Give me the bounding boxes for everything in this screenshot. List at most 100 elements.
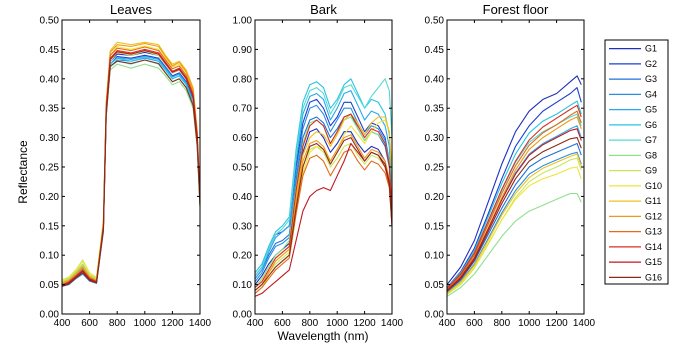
- y-tick-label: 0.15: [40, 221, 60, 232]
- series-line-G14: [254, 113, 393, 288]
- y-tick-label: 0.05: [40, 280, 60, 291]
- series-line-G4: [61, 57, 201, 287]
- y-tick-label: 0.00: [425, 310, 445, 321]
- series-line-G15: [446, 128, 582, 291]
- y-tick-label: 0.60: [233, 133, 253, 144]
- series-lines: [446, 75, 582, 297]
- chart-panel-3: 0.00 0.05 0.10 0.15 0.20 0.25 0.30 0.35 0.40 0.45…: [425, 2, 596, 329]
- y-tick-label: 0.45: [40, 45, 60, 56]
- series-line-G11: [446, 153, 582, 294]
- series-line-G9: [446, 157, 582, 296]
- y-tick-label: 0.15: [425, 221, 445, 232]
- legend-label-G14: G14: [645, 242, 662, 252]
- series-line-G16: [254, 137, 393, 291]
- y-tick-label: 0.70: [233, 104, 253, 115]
- series-line-G11: [61, 41, 201, 284]
- legend-label-G8: G8: [645, 150, 657, 160]
- series-line-G8: [61, 63, 201, 283]
- x-tick-label: 1400: [381, 318, 404, 329]
- series-line-G7: [446, 113, 582, 290]
- y-tick-label: 1.00: [233, 16, 253, 27]
- y-tick-label: 0.35: [40, 104, 60, 115]
- legend-label-G9: G9: [645, 166, 657, 176]
- y-tick-label: 0.05: [425, 280, 445, 291]
- series-line-G9: [61, 50, 201, 281]
- series-line-G16: [446, 137, 582, 292]
- x-tick-label: 1400: [189, 318, 212, 329]
- series-line-G8: [446, 192, 582, 297]
- y-tick-label: 0.20: [233, 251, 253, 262]
- x-tick-label: 1200: [545, 318, 568, 329]
- y-tick-label: 0.35: [425, 104, 445, 115]
- series-line-G9: [254, 142, 393, 291]
- panels: 0.00 0.05 0.10 0.15 0.20 0.25 0.30 0.35 0.40 0.45…: [40, 2, 596, 329]
- x-tick-label: 800: [109, 318, 126, 329]
- legend: G1 G2 G3 G4 G5 G6 G7 G8 G9 G10 G11 G12 G13 G14 G15 G16: [604, 39, 669, 285]
- panel-title: Bark: [310, 2, 337, 17]
- series-line-G10: [61, 45, 201, 282]
- x-tick-label: 600: [274, 318, 291, 329]
- legend-label-G2: G2: [645, 59, 657, 69]
- x-tick-label: 800: [493, 318, 510, 329]
- legend-label-G4: G4: [645, 89, 657, 99]
- x-tick-label: 1200: [161, 318, 184, 329]
- x-tick-label: 400: [54, 318, 71, 329]
- y-tick-label: 0.00: [233, 310, 253, 321]
- legend-label-G5: G5: [645, 105, 657, 115]
- series-line-G4: [446, 151, 582, 294]
- y-tick-label: 0.30: [425, 133, 445, 144]
- y-tick-label: 0.40: [40, 74, 60, 85]
- legend-box: [604, 39, 669, 285]
- y-tick-label: 0.10: [425, 251, 445, 262]
- legend-label-G6: G6: [645, 120, 657, 130]
- series-line-G5: [61, 55, 201, 286]
- y-tick-label: 0.80: [233, 74, 253, 85]
- x-tick-label: 800: [301, 318, 318, 329]
- legend-label-G12: G12: [645, 211, 662, 221]
- x-axis-label: Wavelength (nm): [278, 329, 369, 343]
- series-line-G15: [254, 142, 393, 297]
- legend-label-G3: G3: [645, 74, 657, 84]
- series-line-G6: [254, 78, 393, 274]
- x-tick-label: 600: [466, 318, 483, 329]
- series-line-G12: [254, 134, 393, 291]
- legend-label-G13: G13: [645, 227, 662, 237]
- chart-panel-2: 0.00 0.10 0.20 0.30 0.40 0.50 0.60 0.70 0.80 0.90…: [233, 2, 404, 329]
- panel-title: Leaves: [110, 2, 152, 17]
- x-tick-label: 1400: [573, 318, 596, 329]
- series-line-G2: [446, 87, 582, 288]
- x-tick-label: 1000: [134, 318, 157, 329]
- y-tick-label: 0.30: [40, 133, 60, 144]
- y-tick-label: 0.50: [233, 163, 253, 174]
- legend-label-G1: G1: [645, 44, 657, 54]
- series-line-G1: [446, 75, 582, 285]
- series-line-G6: [61, 57, 201, 284]
- x-tick-label: 400: [247, 318, 264, 329]
- legend-label-G11: G11: [645, 196, 661, 206]
- y-tick-label: 0.25: [425, 163, 445, 174]
- series-line-G13: [446, 110, 582, 290]
- y-tick-label: 0.40: [233, 192, 253, 203]
- panel-title: Forest floor: [483, 2, 549, 17]
- y-tick-label: 0.30: [233, 221, 253, 232]
- series-line-G2: [61, 54, 201, 287]
- y-tick-label: 0.25: [40, 163, 60, 174]
- series-line-G13: [61, 46, 201, 286]
- series-lines: [61, 41, 201, 287]
- series-line-G14: [446, 104, 582, 289]
- legend-label-G10: G10: [645, 181, 662, 191]
- y-axis-label: Reflectance: [16, 140, 30, 204]
- series-line-G7: [254, 78, 393, 277]
- y-tick-label: 0.40: [425, 74, 445, 85]
- legend-label-G16: G16: [645, 272, 662, 282]
- chart-panel-1: 0.00 0.05 0.10 0.15 0.20 0.25 0.30 0.35 0.40 0.45…: [40, 2, 212, 329]
- series-line-G3: [446, 142, 582, 293]
- legend-label-G15: G15: [645, 257, 662, 267]
- series-line-G7: [61, 59, 201, 285]
- y-tick-label: 0.20: [40, 192, 60, 203]
- series-lines: [254, 78, 393, 297]
- series-line-G13: [254, 148, 393, 294]
- y-tick-label: 0.50: [40, 16, 60, 27]
- y-tick-label: 0.00: [40, 310, 60, 321]
- series-line-G2: [254, 98, 393, 277]
